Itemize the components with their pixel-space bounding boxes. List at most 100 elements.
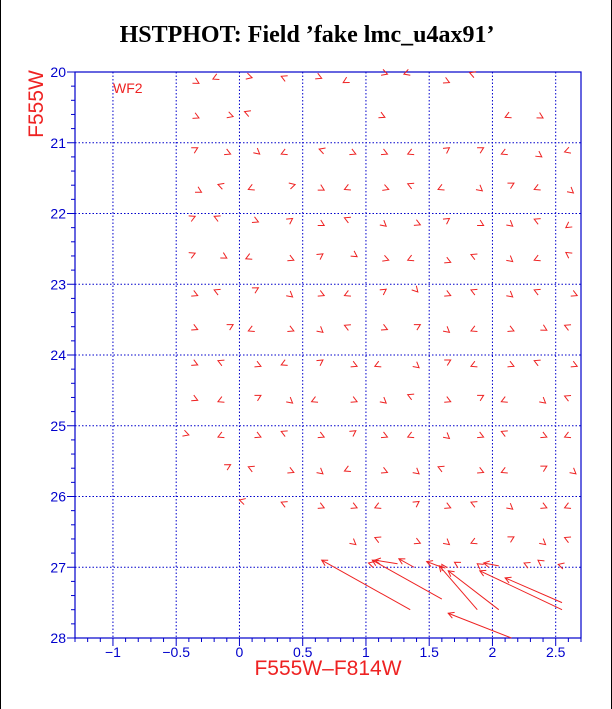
arrow-head (247, 325, 255, 332)
arrow-head (315, 72, 323, 80)
data-arrow (563, 324, 572, 331)
axis-ticks (67, 71, 582, 646)
arrow-head (444, 502, 452, 509)
data-arrow (191, 324, 199, 331)
data-arrow (563, 146, 572, 154)
data-arrow (469, 253, 478, 261)
arrow-head (379, 219, 387, 227)
data-arrow (286, 290, 294, 298)
data-arrow (350, 502, 359, 509)
data-arrow (373, 557, 398, 565)
arrow-head (504, 576, 512, 584)
data-arrow (412, 361, 420, 369)
arrow-head (413, 324, 422, 331)
arrow-head (500, 466, 508, 474)
arrow-head (536, 112, 544, 119)
arrow-head (469, 288, 478, 296)
data-arrow (226, 111, 235, 119)
arrow-head (437, 183, 445, 191)
arrow-shaft (438, 565, 478, 611)
data-arrow (506, 290, 514, 298)
arrow-head (373, 502, 382, 509)
x-tick-label: 0.5 (293, 644, 313, 660)
data-arrow (254, 360, 262, 368)
arrow-head (280, 501, 288, 508)
data-arrow (540, 324, 548, 331)
arrow-head (254, 360, 262, 368)
data-arrow (379, 396, 387, 404)
arrow-shaft (374, 559, 398, 565)
arrow-shaft (398, 558, 415, 568)
arrow-head (349, 430, 357, 437)
arrow-head (507, 182, 515, 189)
arrow-shaft (426, 561, 443, 568)
arrow-head (316, 253, 324, 260)
data-arrow (349, 430, 357, 437)
data-arrow (342, 76, 350, 84)
data-arrow (287, 466, 295, 474)
data-arrow (379, 288, 388, 296)
data-arrow (182, 429, 190, 437)
arrow-head (570, 360, 579, 368)
data-arrow (316, 253, 324, 260)
arrow-head (402, 69, 411, 76)
arrow-head (500, 148, 508, 156)
arrow-head (406, 393, 415, 401)
data-arrow (413, 324, 422, 331)
arrow-head (254, 431, 262, 439)
arrow-head (563, 395, 572, 402)
data-arrow (349, 148, 357, 156)
arrow-head (563, 536, 572, 544)
arrow-head (469, 325, 478, 332)
data-arrow (413, 219, 422, 226)
data-arrow (500, 396, 508, 403)
arrow-head (318, 147, 326, 155)
data-arrow (478, 569, 563, 611)
arrow-head (412, 500, 420, 508)
data-arrow (247, 465, 255, 473)
data-arrow (406, 431, 415, 439)
data-arrow (507, 360, 515, 368)
data-arrow (523, 561, 531, 569)
arrow-head (412, 361, 420, 369)
data-arrow (442, 217, 451, 225)
data-arrow (477, 147, 485, 154)
arrow-head (533, 254, 541, 262)
data-arrow (468, 71, 477, 78)
data-arrow (379, 219, 387, 227)
arrow-head (539, 538, 547, 546)
data-arrow (536, 112, 544, 119)
y-tick-label: 23 (50, 276, 66, 292)
arrow-head (317, 431, 326, 439)
arrow-head (444, 359, 452, 366)
data-arrow (317, 219, 326, 227)
data-arrow (411, 285, 419, 293)
arrow-head (280, 75, 288, 82)
arrow-head (566, 186, 575, 194)
data-arrow (469, 325, 478, 332)
data-arrow (507, 182, 515, 189)
arrow-head (254, 394, 262, 402)
arrow-head (442, 147, 451, 154)
data-arrow (316, 467, 324, 475)
arrow-head (478, 569, 487, 577)
arrow-head (317, 184, 326, 191)
data-arrow (350, 396, 359, 403)
data-arrow (317, 184, 326, 191)
data-arrow (213, 215, 221, 222)
data-arrow (406, 148, 415, 156)
data-arrow (286, 396, 294, 404)
data-arrow (245, 72, 254, 80)
data-arrow (350, 360, 359, 368)
arrow-head (211, 73, 220, 80)
x-tick-label: 1 (362, 644, 370, 660)
y-tick-label: 27 (50, 559, 66, 575)
arrow-head (373, 360, 382, 368)
arrow-head (349, 538, 357, 546)
arrow-head (469, 537, 478, 545)
arrow-head (442, 217, 451, 225)
data-arrow (315, 72, 323, 80)
arrow-head (226, 111, 235, 119)
arrow-head (447, 570, 455, 577)
